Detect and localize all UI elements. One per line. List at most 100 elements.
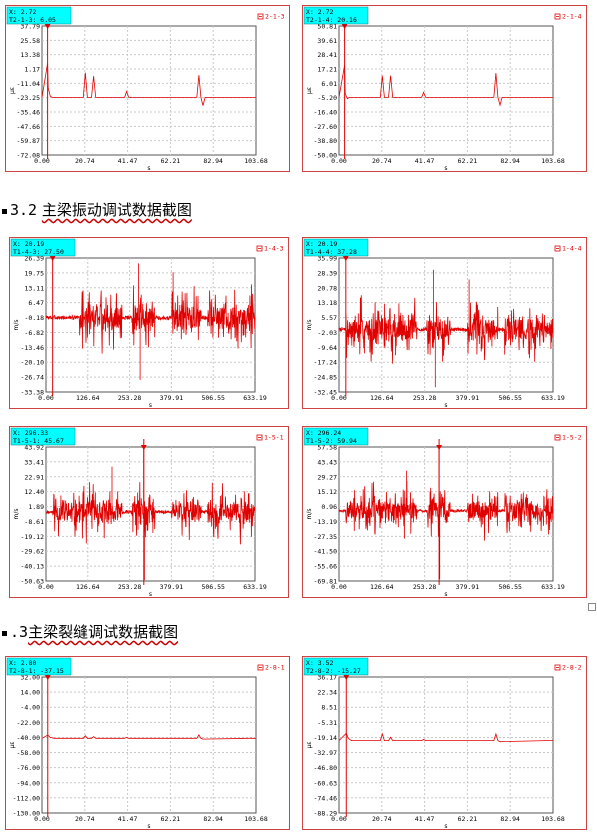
plot-area: [41, 676, 257, 814]
y-tick-label: 26.39: [24, 255, 44, 263]
y-tick-label: -19.14: [314, 734, 338, 742]
y-tick-label: 43.43: [317, 458, 337, 466]
x-tick-label: 126.64: [370, 394, 394, 402]
y-tick-label: -16.40: [314, 109, 338, 117]
x-tick-label: 379.91: [456, 394, 480, 402]
x-tick-label: 633.19: [541, 394, 565, 402]
y-axis-label: με: [9, 87, 16, 94]
x-tick-label: 0.00: [331, 583, 347, 591]
x-tick-label: 41.47: [415, 815, 435, 823]
chart-panel-1-4-3: 26.39 19.75 13.11 6.47 -0.18 -6.82 -13.46 -20.1…: [9, 237, 289, 409]
cursor-readout: [6, 6, 72, 25]
cursor-marker-icon: [140, 445, 147, 450]
cursor-x-label: X: 20.19: [13, 240, 44, 248]
y-tick-label: -33.38: [21, 389, 45, 397]
plot-area: [338, 25, 554, 156]
y-tick-label: 22.91: [24, 473, 44, 481]
cursor-y-label: T1-5-2: 59.94: [306, 437, 357, 445]
x-tick-label: 0.00: [38, 394, 54, 402]
x-tick-label: 62.21: [458, 157, 478, 165]
data-trace: [41, 63, 256, 106]
y-tick-label: 43.92: [24, 444, 44, 452]
chart-c7: 32.00 14.00 -4.00 -22.00 -40.00 -58.00 -76.00 -…: [6, 657, 285, 829]
x-tick-label: 633.19: [243, 583, 267, 591]
cursor-readout: [303, 238, 369, 257]
y-tick-label: -2.03: [317, 329, 337, 337]
y-tick-label: -58.00: [17, 749, 41, 757]
x-tick-label: 379.91: [160, 394, 184, 402]
cursor-y-label: T1-4-3: 27.50: [13, 248, 64, 256]
y-tick-label: 15.12: [317, 488, 337, 496]
legend-label: 1-4-4: [562, 245, 582, 253]
cursor-y-label: T1-4-4: 37.28: [306, 248, 357, 256]
x-axis-label: s: [149, 402, 152, 408]
legend-label: 1-5-2: [562, 434, 582, 442]
y-tick-label: -29.62: [21, 548, 45, 556]
y-tick-label: 13.11: [24, 284, 44, 292]
y-tick-label: -19.12: [21, 533, 45, 541]
x-tick-label: 0.00: [331, 815, 347, 823]
x-tick-label: 62.21: [458, 815, 478, 823]
y-tick-label: 19.75: [24, 269, 44, 277]
x-tick-label: 103.68: [541, 157, 565, 165]
x-tick-label: 41.47: [415, 157, 435, 165]
y-axis-label: με: [306, 741, 313, 748]
y-tick-label: -35.46: [17, 109, 41, 117]
plot-area: [338, 257, 554, 393]
y-tick-label: -27.35: [314, 533, 338, 541]
section-heading-crack: .3主梁裂缝调试数据截图: [2, 621, 178, 642]
x-tick-label: 0.00: [34, 157, 50, 165]
cursor-y-label: T1-5-1: 45.67: [13, 437, 64, 445]
chart-c6: 57.58 43.43 29.27 15.12 0.96 -13.19 -27.35 -41.…: [303, 427, 582, 597]
y-tick-label: 29.27: [317, 473, 337, 481]
y-tick-label: 14.00: [20, 689, 40, 697]
chart-panel-1-5-2: 57.58 43.43 29.27 15.12 0.96 -13.19 -27.35 -41.…: [302, 426, 587, 598]
chart-c1: 37.79 25.58 13.38 1.17 -11.04 -23.25 -35.46 -47…: [6, 6, 285, 171]
y-tick-label: 36.17: [317, 674, 337, 682]
y-tick-label: 39.61: [317, 37, 337, 45]
cursor-y-label: T2-1-4: 20.16: [306, 16, 357, 24]
x-tick-label: 103.68: [541, 815, 565, 823]
y-tick-label: 0.96: [321, 503, 337, 511]
cursor-y-label: T2-8-1: -37.15: [9, 667, 64, 675]
x-tick-label: 20.74: [372, 157, 392, 165]
cursor-marker-icon: [44, 24, 51, 29]
cursor-x-label: X: 296.33: [13, 429, 48, 437]
y-tick-label: -112.00: [13, 794, 40, 802]
chart-panel-1-5-1: 43.92 33.41 22.91 12.40 1.89 -8.61 -19.12 -29.6…: [9, 426, 289, 598]
y-tick-label: -24.85: [314, 374, 338, 382]
y-tick-label: -38.80: [314, 137, 338, 145]
cursor-marker-icon: [343, 675, 350, 680]
x-tick-label: 506.55: [201, 394, 225, 402]
legend-label: 1-4-3: [264, 245, 284, 253]
cursor-marker-icon: [341, 24, 348, 29]
chart-c5: 43.92 33.41 22.91 12.40 1.89 -8.61 -19.12 -29.6…: [10, 427, 284, 597]
cursor-x-label: X: 296.24: [306, 429, 341, 437]
cursor-marker-icon: [436, 445, 443, 450]
chart-c3: 26.39 19.75 13.11 6.47 -0.18 -6.82 -13.46 -20.1…: [10, 238, 284, 408]
cursor-x-label: X: 2.72: [306, 8, 333, 16]
cursor-y-label: T2-1-3: 6.05: [9, 16, 56, 24]
cursor-readout: [303, 427, 369, 446]
y-tick-label: -74.46: [314, 794, 338, 802]
legend-label: 2-1-4: [562, 13, 582, 21]
y-tick-label: -20.10: [21, 359, 45, 367]
y-tick-label: -60.63: [314, 779, 338, 787]
x-tick-label: 253.28: [118, 583, 142, 591]
x-axis-label: s: [149, 591, 152, 597]
cursor-marker-icon: [44, 675, 51, 680]
x-tick-label: 82.94: [203, 815, 223, 823]
x-axis-label: s: [444, 823, 447, 829]
cursor-readout: [6, 657, 72, 676]
x-tick-label: 379.91: [456, 583, 480, 591]
cursor-readout: [303, 6, 369, 25]
y-tick-label: -32.97: [314, 749, 338, 757]
x-tick-label: 103.68: [244, 815, 268, 823]
chart-c2: 50.81 39.61 28.41 17.21 6.01 -5.20 -16.40 -27.6…: [303, 6, 582, 171]
data-trace: [338, 65, 553, 107]
x-axis-label: s: [444, 591, 447, 597]
y-tick-label: 5.57: [321, 314, 337, 322]
data-trace: [338, 446, 554, 580]
y-tick-label: 28.39: [317, 269, 337, 277]
x-tick-label: 506.55: [498, 583, 522, 591]
